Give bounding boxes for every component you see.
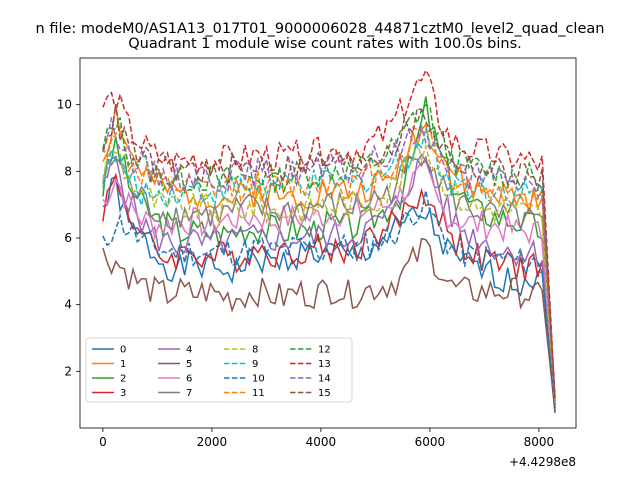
x-tick-label: 2000 <box>197 435 228 449</box>
series-line-4 <box>102 153 556 409</box>
legend-label: 0 <box>120 345 126 356</box>
series-line-13 <box>102 68 556 399</box>
legend-label: 8 <box>252 345 258 356</box>
legend-label: 3 <box>120 388 126 399</box>
legend-label: 15 <box>318 388 331 399</box>
y-tick-label: 2 <box>64 364 72 378</box>
legend-label: 13 <box>318 359 331 370</box>
series-line-1 <box>102 104 556 402</box>
series-line-15 <box>102 104 556 402</box>
legend-box <box>85 337 353 403</box>
x-tick-label: 4000 <box>306 435 337 449</box>
legend-label: 4 <box>186 345 192 356</box>
series-line-7 <box>102 155 556 405</box>
legend-label: 2 <box>120 374 126 385</box>
legend-label: 9 <box>252 359 258 370</box>
series-line-3 <box>102 172 556 412</box>
series-line-10 <box>102 190 556 409</box>
series-line-14 <box>102 117 556 402</box>
x-axis: 0 2000 4000 6000 8000 <box>99 428 554 449</box>
legend-label: 7 <box>186 388 192 399</box>
y-tick-label: 8 <box>64 164 72 178</box>
y-tick-label: 6 <box>64 231 72 245</box>
legend-label: 5 <box>186 359 192 370</box>
series-line-11 <box>102 125 556 402</box>
x-tick-label: 6000 <box>415 435 446 449</box>
y-tick-label: 4 <box>64 298 72 312</box>
x-tick-label: 0 <box>99 435 107 449</box>
x-offset-label: +4.4298e8 <box>509 455 576 469</box>
series-line-12 <box>102 103 556 399</box>
legend-label: 11 <box>252 388 265 399</box>
y-axis: 2 4 6 8 10 <box>57 98 80 378</box>
plot-frame <box>79 57 577 429</box>
y-tick-label: 10 <box>57 98 72 112</box>
legend-label: 1 <box>120 359 126 370</box>
legend-label: 14 <box>318 374 331 385</box>
legend-label: 6 <box>186 374 192 385</box>
series-line-9 <box>102 128 556 402</box>
legend-label: 10 <box>252 374 265 385</box>
chart-title: Quadrant 1 module wise count rates with … <box>128 36 522 52</box>
x-tick-label: 8000 <box>524 435 555 449</box>
legend-label: 12 <box>318 345 331 356</box>
figure-suptitle: n file: modeM0/AS1A13_017T01_9000006028_… <box>35 21 605 37</box>
series-line-5 <box>102 237 556 412</box>
